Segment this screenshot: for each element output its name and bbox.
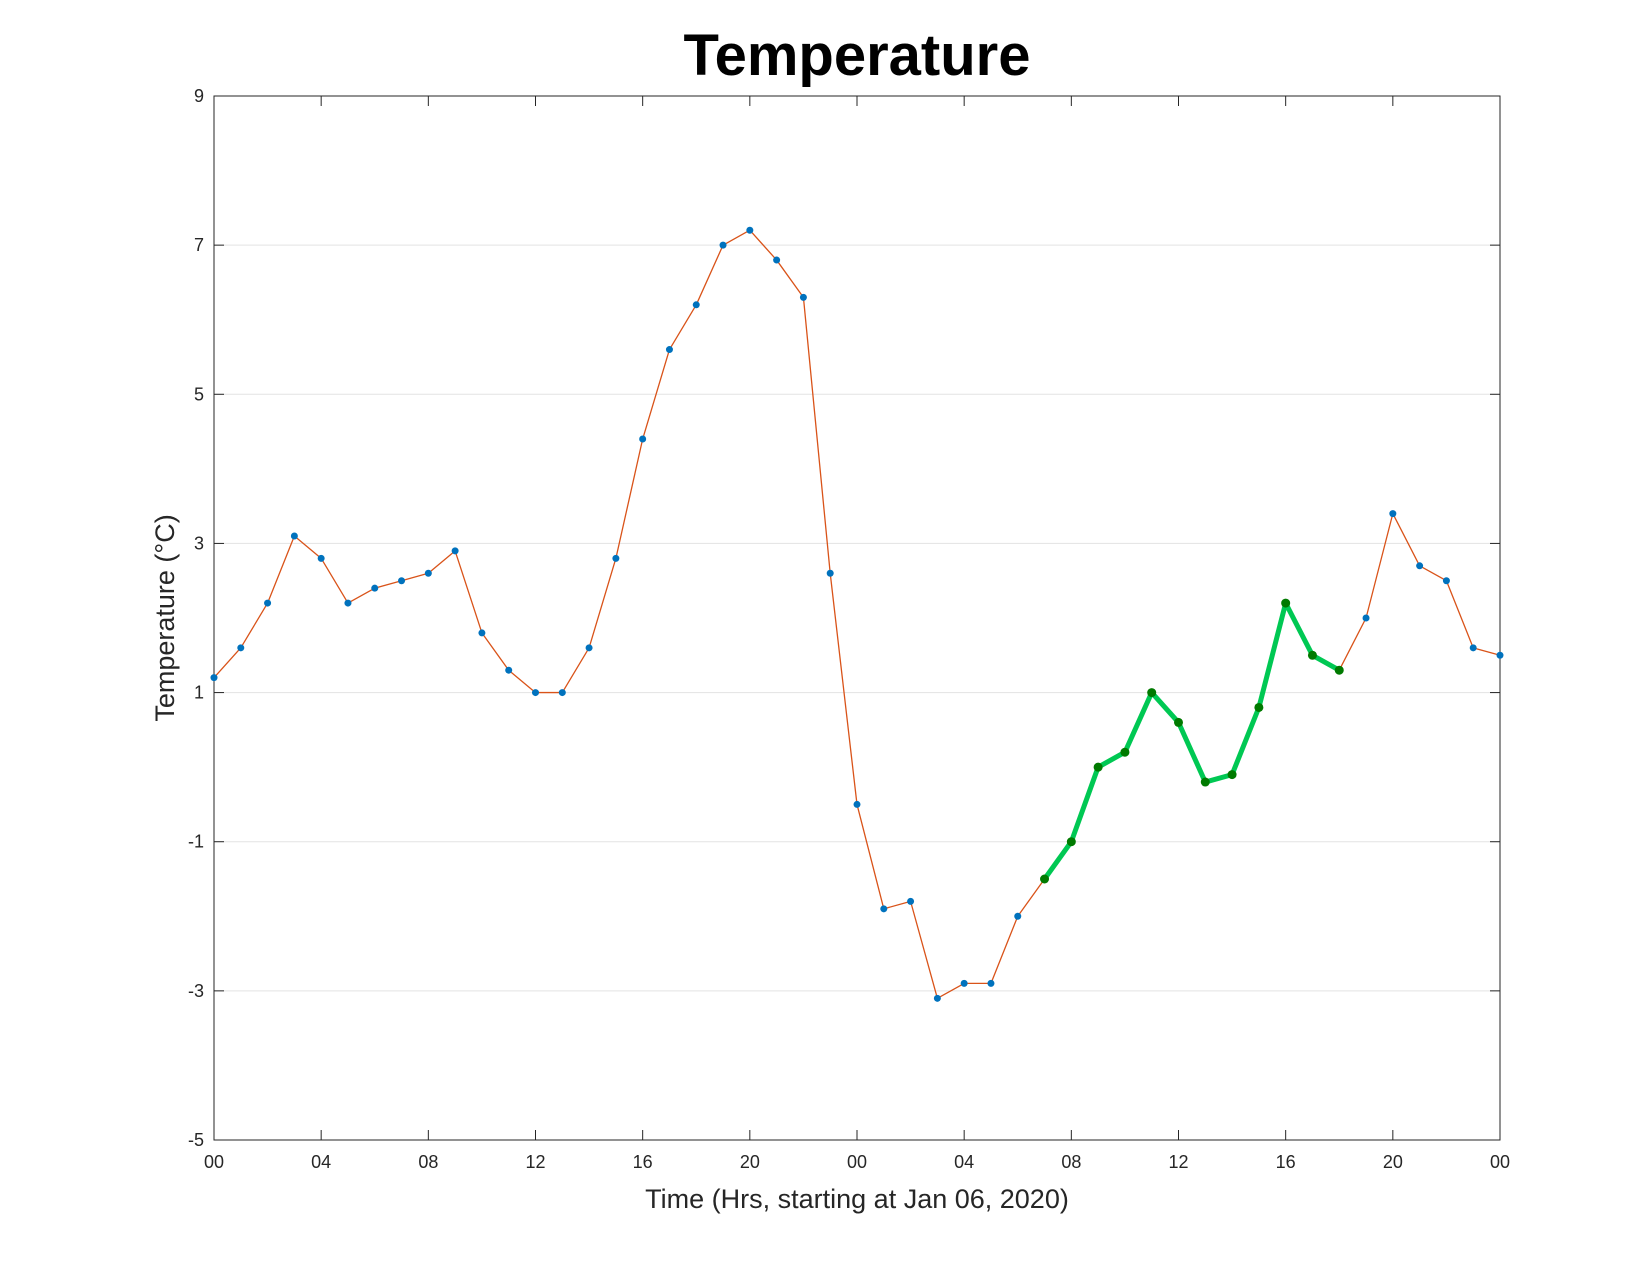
data-point xyxy=(907,897,915,905)
data-point xyxy=(505,666,513,674)
data-point xyxy=(1442,577,1450,585)
x-tick-label: 00 xyxy=(1490,1152,1510,1172)
data-point xyxy=(799,293,807,301)
y-tick-label: -3 xyxy=(188,981,204,1001)
data-point xyxy=(746,226,754,234)
data-point xyxy=(719,241,727,249)
x-axis-label: Time (Hrs, starting at Jan 06, 2020) xyxy=(645,1184,1069,1214)
data-point xyxy=(987,979,995,987)
highlight-data-point xyxy=(1174,717,1183,727)
highlight-data-point xyxy=(1254,702,1264,712)
data-point xyxy=(532,689,539,697)
data-point xyxy=(317,554,325,562)
x-tick-label: 12 xyxy=(1168,1152,1188,1172)
axis-ticks: -5 -3 -1 1 3 5 7 9 00 04 08 12 16 20 00 04 08 12 16 20 00 xyxy=(188,86,1510,1172)
y-tick-label: 1 xyxy=(194,683,204,703)
highlight-data-point xyxy=(1147,688,1157,698)
data-point xyxy=(264,599,272,607)
data-point xyxy=(585,644,593,652)
chart-title: Temperature xyxy=(683,23,1030,88)
data-point xyxy=(290,532,298,540)
y-tick-label: 7 xyxy=(194,235,204,255)
data-point xyxy=(451,547,459,555)
highlight-data-point xyxy=(1093,762,1103,772)
series-layer xyxy=(210,226,1504,1002)
data-point xyxy=(1416,562,1424,570)
y-tick-label: 9 xyxy=(194,86,204,106)
data-point xyxy=(1014,912,1022,920)
highlight-data-point xyxy=(1040,874,1050,884)
data-point xyxy=(960,979,968,987)
data-point xyxy=(853,800,861,808)
plot-area xyxy=(213,95,1501,1141)
x-tick-label: 16 xyxy=(633,1152,653,1172)
data-point xyxy=(237,644,245,652)
highlight-data-point xyxy=(1334,665,1344,675)
data-point xyxy=(692,301,700,309)
data-point xyxy=(344,599,352,607)
data-point xyxy=(665,346,673,354)
data-point xyxy=(773,256,781,264)
x-tick-label: 04 xyxy=(954,1152,974,1172)
highlight-data-point xyxy=(1307,650,1317,660)
data-point xyxy=(398,577,406,585)
x-tick-label: 16 xyxy=(1276,1152,1296,1172)
y-tick-label: -5 xyxy=(188,1130,204,1150)
x-tick-label: 04 xyxy=(311,1152,331,1172)
data-point xyxy=(933,994,941,1002)
data-point xyxy=(558,689,566,697)
x-tick-label: 00 xyxy=(204,1152,224,1172)
highlight-data-point xyxy=(1227,770,1237,780)
data-point xyxy=(478,629,486,637)
data-point xyxy=(826,569,834,577)
x-tick-label: 12 xyxy=(525,1152,545,1172)
y-tick-label: 3 xyxy=(194,533,204,553)
data-point xyxy=(1469,644,1477,652)
highlight-data-point xyxy=(1200,777,1210,787)
highlight-series-line xyxy=(1042,600,1342,882)
x-tick-label: 08 xyxy=(418,1152,438,1172)
y-tick-label: -1 xyxy=(188,832,204,852)
x-tick-label: 00 xyxy=(847,1152,867,1172)
grid-lines xyxy=(214,244,1500,992)
data-point xyxy=(210,674,218,682)
x-tick-label: 08 xyxy=(1061,1152,1081,1172)
highlight-data-point xyxy=(1120,747,1130,757)
data-point xyxy=(424,569,432,577)
data-point xyxy=(1389,510,1397,518)
highlight-data-point xyxy=(1066,837,1076,847)
x-tick-label: 20 xyxy=(1383,1152,1403,1172)
data-point xyxy=(880,905,888,913)
temperature-series-line xyxy=(213,229,1501,999)
data-point xyxy=(639,435,647,443)
y-axis-label: Temperature (°C) xyxy=(150,514,180,721)
data-point xyxy=(371,584,379,592)
data-point xyxy=(612,554,620,562)
y-tick-label: 5 xyxy=(194,384,204,404)
data-point xyxy=(1496,651,1504,659)
data-point xyxy=(1362,614,1370,622)
highlight-data-point xyxy=(1281,598,1291,608)
x-tick-label: 20 xyxy=(740,1152,760,1172)
